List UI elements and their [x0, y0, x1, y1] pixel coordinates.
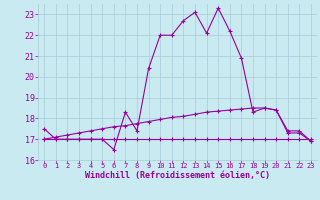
X-axis label: Windchill (Refroidissement éolien,°C): Windchill (Refroidissement éolien,°C)	[85, 171, 270, 180]
